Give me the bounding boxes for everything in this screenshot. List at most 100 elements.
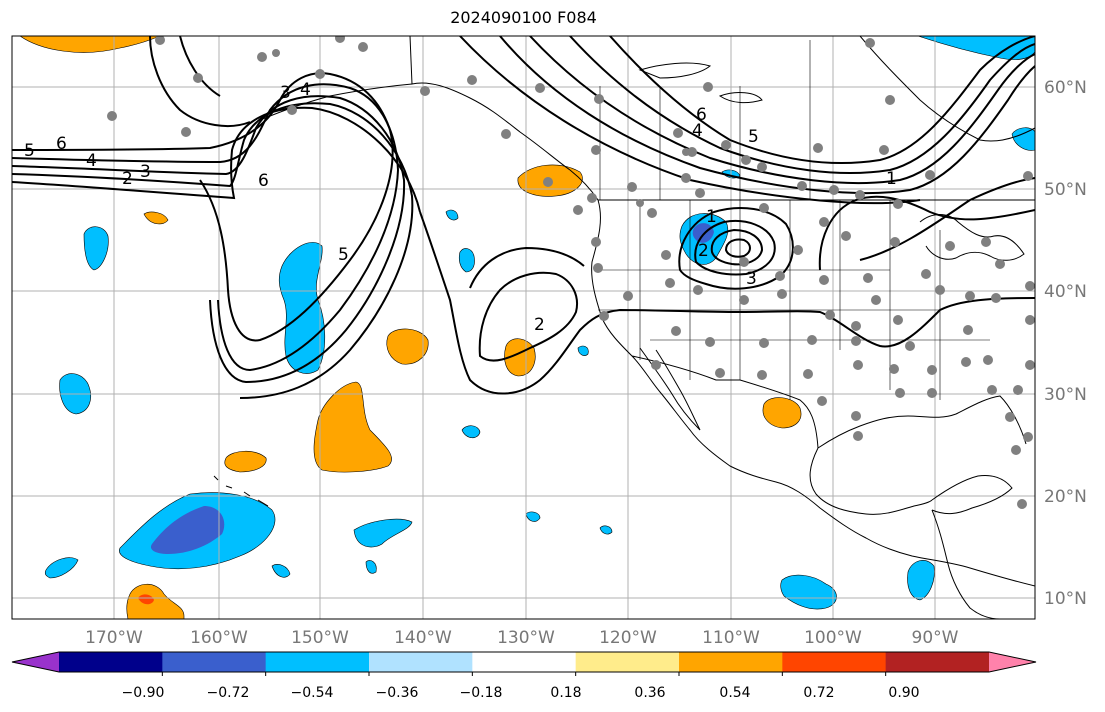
positive-anomaly-region xyxy=(143,211,169,225)
colorbar-segment xyxy=(575,652,680,672)
contour-label: 3 xyxy=(140,162,151,182)
contour-label: 6 xyxy=(56,134,67,154)
colorbar-tick-label: 0.72 xyxy=(803,685,834,701)
lat-tick-label: 40°N xyxy=(1044,282,1087,302)
yucatan xyxy=(931,475,1013,515)
lat-tick-label: 30°N xyxy=(1044,385,1087,405)
lon-tick-label: 90°W xyxy=(912,628,959,648)
colorbar-tick-label: 0.18 xyxy=(550,685,581,701)
negative-anomaly-region xyxy=(150,506,225,554)
negative-anomaly-region xyxy=(83,226,109,271)
negative-anomaly-region xyxy=(271,564,291,578)
positive-anomaly-region xyxy=(19,36,161,53)
colorbar-segment xyxy=(162,652,267,672)
hawaii-islands xyxy=(213,475,269,507)
colorbar-tick-label: −0.90 xyxy=(122,685,165,701)
map-title: 2024090100 F084 xyxy=(450,8,597,27)
positive-anomaly-region xyxy=(126,583,185,619)
lon-tick-label: 110°W xyxy=(702,628,760,648)
colorbar-extend-high xyxy=(989,652,1036,672)
negative-anomaly-region xyxy=(44,557,79,579)
contour-label: 5 xyxy=(24,141,35,161)
lon-tick-label: 120°W xyxy=(599,628,657,648)
positive-anomaly-region xyxy=(762,397,802,429)
graticule xyxy=(12,36,1035,619)
contour-label: 2 xyxy=(122,169,133,189)
colorbar-segment xyxy=(679,652,783,672)
height-contours xyxy=(12,36,1035,399)
negative-anomaly-region xyxy=(599,525,613,535)
us-mexico-border xyxy=(631,355,819,449)
contour-label: 1 xyxy=(886,169,897,189)
lon-tick-label: 170°W xyxy=(85,628,143,648)
colorbar-tick-label: −0.72 xyxy=(207,685,250,701)
colorbar-segment xyxy=(59,652,163,672)
contour-label: 4 xyxy=(86,151,97,171)
contour-label: 3 xyxy=(280,83,291,103)
contour-label: 2 xyxy=(534,315,545,335)
lon-tick-label: 140°W xyxy=(394,628,452,648)
negative-anomaly-region xyxy=(461,425,481,439)
colorbar-segment xyxy=(472,652,577,672)
colorbar-segment xyxy=(782,652,887,672)
great-lakes xyxy=(919,214,1025,261)
contour-label: 3 xyxy=(746,269,757,289)
central-america xyxy=(931,509,1001,619)
contour-label: 4 xyxy=(300,80,311,100)
negative-anomaly-region xyxy=(907,560,935,601)
lon-tick-label: 130°W xyxy=(497,628,555,648)
lat-tick-label: 50°N xyxy=(1044,180,1087,200)
colorbar-segment xyxy=(265,652,370,672)
contour-label: 5 xyxy=(338,245,349,265)
contour-label: 5 xyxy=(748,127,759,147)
colorbar-segment xyxy=(885,652,990,672)
colorbar-tick-label: 0.54 xyxy=(719,685,750,701)
contour-label: 6 xyxy=(696,105,707,125)
positive-anomaly-region xyxy=(504,338,536,377)
mexico-east xyxy=(809,447,933,515)
colorbar-tick-label: −0.18 xyxy=(460,685,503,701)
arctic-islands xyxy=(638,62,763,104)
contour-label: 1 xyxy=(706,207,717,227)
positive-anomaly-region xyxy=(138,594,154,605)
positive-anomaly-region xyxy=(386,328,429,365)
colorbar-tick-label: −0.36 xyxy=(376,685,419,701)
contour-label: 2 xyxy=(698,241,709,261)
negative-anomaly-region xyxy=(365,560,377,574)
colorbar-extend-low xyxy=(12,652,59,672)
colorbar xyxy=(11,651,1037,676)
alaska-coastline xyxy=(409,36,599,201)
anomaly-shading xyxy=(19,36,1035,619)
negative-anomaly-region xyxy=(692,223,714,243)
negative-anomaly-region xyxy=(458,248,475,273)
lon-tick-label: 100°W xyxy=(804,628,862,648)
negative-anomaly-region xyxy=(525,511,541,522)
positive-anomaly-region xyxy=(224,450,267,473)
colorbar-outline xyxy=(11,651,1037,673)
negative-anomaly-region xyxy=(577,345,589,356)
negative-anomaly-region xyxy=(353,518,413,548)
state-lines xyxy=(598,200,990,400)
baja-california xyxy=(639,347,701,431)
colorbar-tick-label: 0.36 xyxy=(634,685,665,701)
lon-tick-label: 160°W xyxy=(190,628,248,648)
lat-tick-label: 60°N xyxy=(1044,78,1087,98)
hudson-bay xyxy=(859,36,1035,142)
gulf-coast xyxy=(817,395,1027,449)
negative-anomaly-region xyxy=(1011,127,1035,151)
contour-label: 6 xyxy=(258,171,269,191)
canada-provinces xyxy=(599,40,811,200)
longitude-labels: 170°W 160°W 150°W 140°W 130°W 120°W 110°… xyxy=(85,628,959,648)
negative-anomaly-region xyxy=(780,574,837,610)
negative-anomaly-region xyxy=(278,242,326,374)
colorbar-segment xyxy=(369,652,473,672)
lat-tick-label: 10°N xyxy=(1044,589,1087,609)
colorbar-tick-label: −0.54 xyxy=(291,685,334,701)
contour-labels: 6 5 4 3 2 6 5 4 3 2 1 2 3 6 4 5 1 xyxy=(24,80,897,335)
plot-frame xyxy=(11,35,1036,620)
lat-tick-label: 20°N xyxy=(1044,487,1087,507)
colorbar-tick-labels: −0.90 −0.72 −0.54 −0.36 −0.18 0.18 0.36 … xyxy=(122,685,920,701)
contour-label: 4 xyxy=(692,121,703,141)
station-dots xyxy=(107,36,1035,509)
